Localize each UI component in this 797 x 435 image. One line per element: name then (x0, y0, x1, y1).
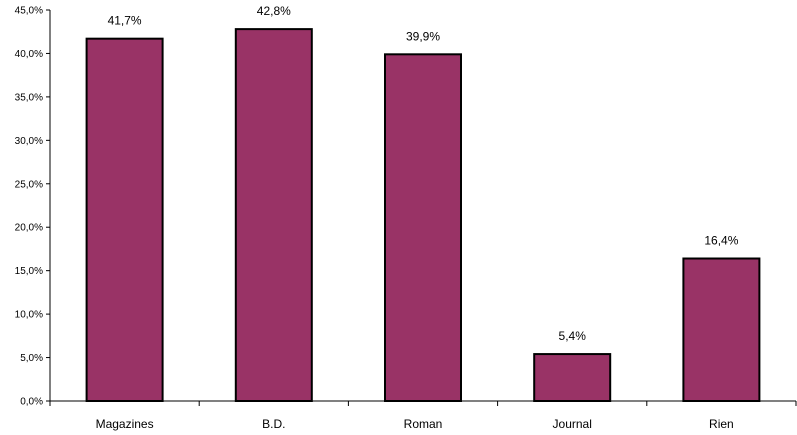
y-tick-label: 30,0% (15, 136, 43, 147)
data-label: 39,9% (406, 29, 440, 43)
x-category-label: Journal (553, 417, 592, 431)
x-category-label: Rien (709, 417, 734, 431)
x-category-label: Roman (404, 417, 443, 431)
y-tick-label: 0,0% (20, 397, 43, 408)
y-tick-label: 25,0% (15, 179, 43, 190)
y-tick-label: 35,0% (15, 92, 43, 103)
x-category-label: Magazines (96, 417, 154, 431)
x-axis-ticks: Magazines B.D. Roman Journal Rien (49, 401, 797, 431)
y-tick-label: 5,0% (20, 353, 43, 364)
data-label: 16,4% (704, 234, 738, 248)
bars (85, 28, 761, 403)
bar-journal (533, 353, 612, 402)
bar-magazines (85, 37, 164, 402)
y-axis-ticks: 0,0% 5,0% 10,0% 15,0% 20,0% 25,0% 30,0% 35,0% 40… (15, 6, 50, 408)
bar-rien (682, 257, 761, 402)
y-tick-label: 10,0% (15, 310, 43, 321)
data-labels: 41,7% 42,8% 39,9% 5,4% 16,4% (108, 4, 739, 343)
data-label: 42,8% (257, 4, 291, 18)
y-tick-label: 45,0% (15, 6, 43, 17)
x-category-label: B.D. (262, 417, 285, 431)
data-label: 41,7% (108, 14, 142, 28)
bar-roman (384, 53, 462, 403)
y-tick-label: 15,0% (15, 266, 43, 277)
data-label: 5,4% (559, 329, 587, 343)
y-tick-label: 20,0% (15, 223, 43, 234)
bar-b-d (234, 28, 313, 402)
y-tick-label: 40,0% (15, 49, 43, 60)
